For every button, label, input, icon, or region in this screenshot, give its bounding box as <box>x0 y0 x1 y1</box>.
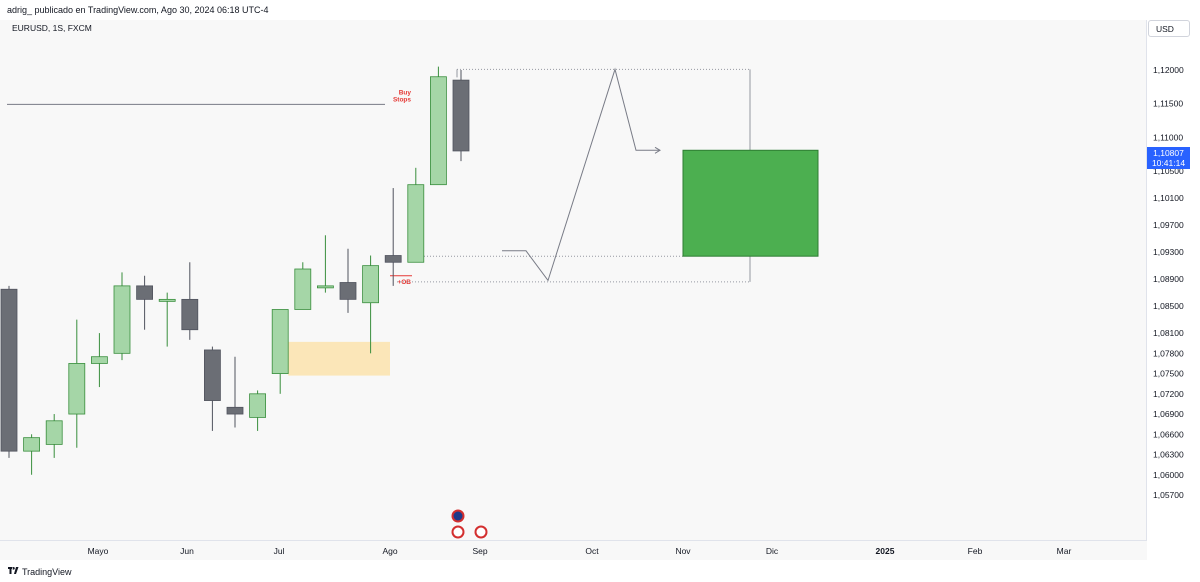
price-tick-label: 1,05700 <box>1153 490 1184 500</box>
symbol-label[interactable]: EURUSD, 1S, FXCM <box>12 23 92 33</box>
time-tick-label: Mayo <box>88 546 109 556</box>
price-tick-label: 1,07800 <box>1153 348 1184 358</box>
candle-body <box>0 288 18 452</box>
price-tick-label: 1,11500 <box>1153 99 1183 109</box>
price-tick-label: 1,06300 <box>1153 450 1184 460</box>
buy-stops-label: Stops <box>393 96 411 103</box>
time-tick-label: 2025 <box>876 546 895 556</box>
time-tick-label: Nov <box>675 546 691 556</box>
candle-body <box>136 285 154 300</box>
price-tick-label: 1,10500 <box>1153 166 1184 176</box>
candle-body <box>249 393 267 418</box>
publisher-info: adrig_ publicado en TradingView.com, Ago… <box>7 5 269 15</box>
candle-body <box>384 255 402 263</box>
time-tick-label: Ago <box>382 546 397 556</box>
price-tick-label: 1,06600 <box>1153 429 1184 439</box>
price-tick-label: 1,07200 <box>1153 389 1184 399</box>
event-flag-icon-inner <box>453 511 463 521</box>
currency-button[interactable]: USD <box>1148 20 1190 37</box>
price-tick-label: 1,07500 <box>1153 369 1184 379</box>
candle-body <box>429 76 447 186</box>
price-tick-label: 1,08900 <box>1153 274 1184 284</box>
candle-body <box>226 406 244 415</box>
price-tick-label: 1,09300 <box>1153 247 1184 257</box>
buy-stops-label: Buy <box>399 89 412 96</box>
candle-body <box>362 265 380 304</box>
candle-body <box>339 282 357 300</box>
price-tick-label: 1,11000 <box>1153 132 1183 142</box>
candle-body <box>91 356 108 364</box>
bar-countdown: 10:41:14 <box>1151 158 1186 168</box>
candle-body <box>181 298 199 331</box>
candlestick-chart[interactable]: 1,12000 1,11500 1,11000 1,10500 1,10100 1,097… <box>0 20 1200 560</box>
last-price-tag: 1,10807 10:41:14 <box>1147 147 1190 169</box>
candle-body <box>316 285 334 289</box>
time-axis-bg <box>0 541 1147 560</box>
projection-path <box>502 67 660 282</box>
price-tick-label: 1,09700 <box>1153 220 1184 230</box>
time-tick-label: Feb <box>968 546 983 556</box>
ob-label: +OB <box>397 279 411 286</box>
price-tick-label: 1,10100 <box>1153 193 1184 203</box>
time-tick-label: Dic <box>766 546 779 556</box>
footer: TradingView <box>0 562 1200 582</box>
candle-body <box>158 298 176 302</box>
price-tick-label: 1,08100 <box>1153 328 1184 338</box>
time-tick-label: Oct <box>585 546 599 556</box>
candle-body <box>113 285 131 354</box>
price-tick-label: 1,08500 <box>1153 301 1184 311</box>
candle-body <box>294 268 312 310</box>
us-flag-icon-inner <box>476 527 486 537</box>
candle-body <box>68 363 86 415</box>
last-price: 1,10807 <box>1153 148 1184 158</box>
target-box <box>682 149 819 257</box>
time-tick-label: Jun <box>180 546 194 556</box>
price-tick-label: 1,06900 <box>1153 409 1184 419</box>
price-tick-label: 1,06000 <box>1153 470 1184 480</box>
candle-body <box>23 437 41 452</box>
time-tick-label: Jul <box>274 546 285 556</box>
chart-area[interactable]: 1,12000 1,11500 1,11000 1,10500 1,10100 1,097… <box>0 20 1200 560</box>
candle-body <box>203 349 221 401</box>
candle-body <box>45 420 63 445</box>
candle-body <box>407 184 425 263</box>
us-flag-icon-inner <box>453 527 463 537</box>
plot-background <box>0 20 1147 540</box>
projection-arrow-head <box>654 146 661 154</box>
price-tick-label: 1,12000 <box>1153 65 1184 75</box>
demand-zone <box>288 341 390 376</box>
time-tick-label: Mar <box>1057 546 1072 556</box>
candle-body <box>271 309 289 374</box>
tradingview-brand[interactable]: TradingView <box>22 567 72 577</box>
candle-body <box>452 79 470 152</box>
time-tick-label: Sep <box>472 546 487 556</box>
